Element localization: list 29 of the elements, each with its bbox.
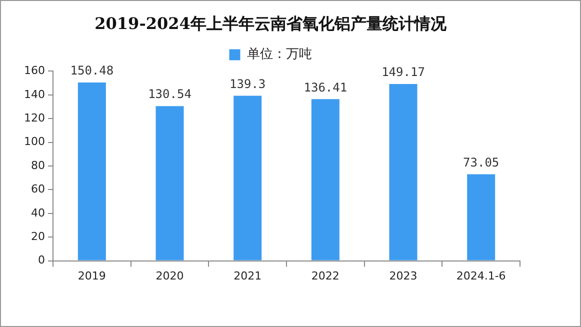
y-tick-label: 100 (24, 135, 45, 148)
x-tick-label: 2022 (311, 269, 340, 282)
y-tick-label: 0 (38, 254, 45, 267)
y-tick-label: 160 (24, 64, 45, 78)
x-tick-label: 2021 (234, 269, 262, 282)
bar (467, 174, 496, 260)
y-tick-label: 60 (30, 182, 45, 196)
data-label: 139.3 (230, 76, 266, 91)
data-label: 130.54 (148, 87, 192, 102)
x-tick-label: 2019 (78, 269, 106, 282)
y-tick-label: 120 (24, 111, 45, 124)
bar (311, 99, 340, 260)
bar (234, 96, 262, 260)
y-tick-label: 20 (30, 230, 45, 243)
x-tick-label: 2020 (156, 269, 184, 282)
bar (78, 82, 106, 260)
data-label: 73.05 (463, 155, 500, 170)
data-label: 136.41 (304, 80, 348, 94)
y-tick-label: 80 (30, 158, 45, 172)
data-label: 150.48 (70, 64, 114, 78)
x-tick-label: 2023 (389, 269, 418, 282)
legend-label: 单位：万吨 (246, 47, 312, 62)
x-tick-label: 2024.1-6 (456, 269, 506, 282)
y-tick-label: 40 (30, 206, 45, 220)
data-label: 149.17 (382, 65, 425, 80)
bar (389, 84, 418, 260)
y-tick-label: 140 (24, 88, 45, 101)
bar (156, 106, 184, 260)
chart-title: 2019-2024年上半年云南省氧化铝产量统计情况 (94, 14, 448, 33)
